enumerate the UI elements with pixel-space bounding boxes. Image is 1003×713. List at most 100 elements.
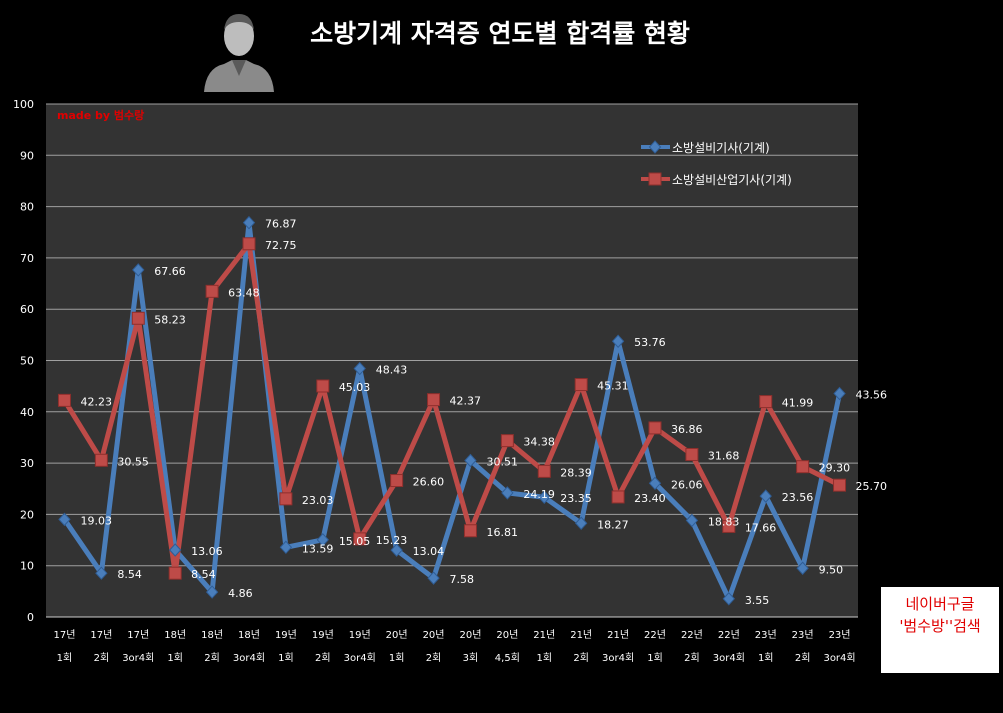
x-tick-label: 1회: [57, 652, 73, 664]
data-point-series-2: [796, 460, 810, 474]
data-label-series-1: 24.19: [523, 488, 555, 501]
data-point-series-2: [390, 474, 404, 488]
data-point-series-2: [242, 237, 256, 251]
data-point-series-1: [242, 215, 256, 230]
legend-marker-1: [648, 140, 662, 154]
data-label-series-1: 67.66: [154, 265, 186, 278]
data-label-series-1: 13.06: [191, 545, 223, 558]
y-tick-label: 60: [20, 303, 34, 316]
x-tick-label: 1회: [278, 652, 294, 664]
data-label-series-2: 17.66: [745, 521, 777, 534]
data-point-series-1: [611, 334, 625, 348]
data-label-series-2: 16.81: [486, 526, 518, 539]
data-label-series-2: 45.03: [339, 381, 371, 394]
x-tick-label: 1회: [389, 652, 405, 664]
data-point-series-2: [316, 379, 330, 393]
x-tick-label: 20년: [496, 629, 518, 641]
data-label-series-2: 31.68: [708, 449, 740, 462]
data-label-series-2: 28.39: [560, 466, 592, 479]
x-tick-label: 2회: [573, 652, 589, 664]
data-point-series-2: [574, 378, 588, 392]
data-point-series-2: [833, 478, 847, 492]
data-label-series-2: 42.37: [450, 395, 482, 408]
data-point-series-1: [464, 453, 477, 468]
data-point-series-2: [353, 532, 367, 546]
data-label-series-1: 9.50: [819, 563, 844, 576]
data-label-series-2: 34.38: [523, 436, 555, 449]
x-tick-label: 3or4회: [713, 652, 745, 664]
chart-title: 소방기계 자격증 연도별 합격률 현황: [310, 19, 690, 48]
data-point-series-2: [427, 393, 441, 407]
data-label-series-1: 13.59: [302, 542, 334, 555]
data-label-series-2: 23.40: [634, 492, 666, 505]
data-point-series-1: [353, 361, 366, 376]
data-label-series-2: 26.60: [413, 476, 445, 489]
badge-line-2: '범수방''검색: [899, 617, 981, 635]
data-point-series-2: [205, 284, 219, 298]
x-tick-label: 18년: [201, 629, 223, 641]
data-point-series-2: [168, 566, 182, 580]
data-point-series-1: [95, 566, 108, 580]
data-point-series-1: [648, 476, 662, 491]
data-label-series-2: 8.54: [191, 568, 216, 581]
data-point-series-2: [94, 453, 108, 467]
data-point-series-2: [57, 393, 71, 407]
x-tick-label: 1회: [167, 652, 183, 664]
data-point-series-2: [611, 490, 625, 504]
data-point-series-2: [279, 492, 293, 506]
data-label-series-1: 15.05: [339, 535, 371, 548]
person-avatar-icon: [200, 6, 278, 92]
data-label-series-2: 45.31: [597, 380, 629, 393]
data-label-series-1: 53.76: [634, 336, 666, 349]
made-by-label: made by 범수랑: [57, 108, 144, 122]
data-label-series-2: 25.70: [856, 480, 888, 493]
x-tick-label: 3회: [463, 652, 479, 664]
x-tick-label: 17년: [53, 629, 75, 641]
data-point-series-1: [279, 540, 293, 555]
data-point-series-1: [169, 543, 182, 557]
x-tick-label: 23년: [829, 629, 851, 641]
data-point-series-1: [427, 571, 440, 585]
data-label-series-2: 29.30: [819, 462, 851, 475]
data-label-series-1: 3.55: [745, 594, 770, 607]
data-label-series-2: 41.99: [782, 397, 814, 410]
x-tick-label: 3or4회: [344, 652, 376, 664]
y-tick-label: 50: [20, 355, 34, 368]
legend-marker-2: [648, 172, 662, 186]
x-tick-label: 3or4회: [233, 652, 265, 664]
x-tick-label: 4,5회: [495, 652, 520, 664]
data-point-series-1: [833, 386, 846, 401]
x-tick-label: 2회: [94, 652, 110, 664]
data-point-series-1: [685, 513, 699, 528]
x-tick-label: 21년: [570, 629, 592, 641]
data-point-series-1: [538, 490, 551, 504]
data-label-series-1: 30.51: [486, 455, 518, 468]
y-tick-label: 40: [20, 406, 34, 419]
x-tick-label: 2회: [684, 652, 700, 664]
data-label-series-1: 19.03: [80, 514, 112, 527]
data-point-series-1: [316, 533, 329, 547]
x-tick-label: 1회: [758, 652, 774, 664]
x-tick-label: 23년: [792, 629, 814, 641]
data-point-series-1: [205, 585, 219, 599]
data-point-series-1: [390, 543, 403, 557]
data-point-series-2: [648, 421, 662, 435]
y-tick-label: 90: [20, 149, 34, 162]
x-tick-label: 20년: [459, 629, 481, 641]
x-tick-label: 19년: [349, 629, 371, 641]
x-tick-label: 22년: [681, 629, 703, 641]
data-point-series-2: [131, 311, 145, 325]
data-label-series-1: 43.56: [856, 389, 888, 402]
x-tick-label: 3or4회: [122, 652, 154, 664]
x-tick-label: 3or4회: [823, 652, 855, 664]
search-badge: 네이버구글 '범수방''검색: [881, 587, 999, 673]
data-label-series-2: 15.23: [376, 534, 408, 547]
data-point-series-1: [132, 263, 145, 277]
x-tick-label: 2회: [426, 652, 442, 664]
data-label-series-2: 42.23: [80, 395, 112, 408]
data-point-series-2: [759, 395, 773, 409]
data-label-series-2: 72.75: [265, 239, 297, 252]
data-label-series-2: 63.48: [228, 286, 260, 299]
data-point-series-2: [722, 519, 736, 533]
x-tick-label: 19년: [312, 629, 334, 641]
